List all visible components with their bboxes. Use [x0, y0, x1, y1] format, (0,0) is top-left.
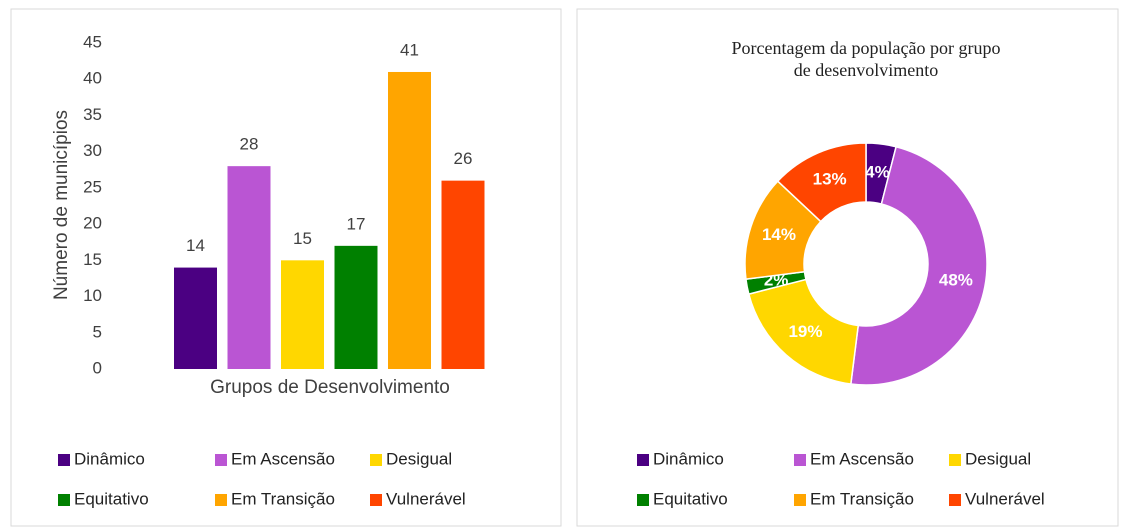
- legend-swatch: [58, 494, 70, 506]
- data-label: 14%: [762, 225, 796, 244]
- y-axis-title: Número de municípios: [51, 110, 72, 300]
- legend-label: Vulnerável: [386, 489, 466, 508]
- y-tick-label: 0: [93, 358, 102, 377]
- y-tick-label: 10: [83, 286, 102, 305]
- data-label: 13%: [813, 170, 847, 189]
- data-label: 4%: [865, 163, 890, 182]
- y-tick-label: 40: [83, 69, 102, 88]
- legend-swatch: [215, 454, 227, 466]
- legend-label: Dinâmico: [653, 449, 724, 468]
- legend-swatch: [370, 454, 382, 466]
- legend-swatch: [794, 454, 806, 466]
- panel: [576, 8, 1119, 527]
- legend-label: Equitativo: [653, 489, 728, 508]
- data-label: 28: [240, 135, 259, 154]
- data-label: 41: [400, 40, 419, 59]
- bar: [281, 260, 324, 369]
- data-label: 17: [347, 214, 366, 233]
- bar: [388, 71, 431, 369]
- y-tick-label: 25: [83, 177, 102, 196]
- legend-label: Em Ascensão: [810, 449, 914, 468]
- legend-label: Vulnerável: [965, 489, 1045, 508]
- legend-swatch: [215, 494, 227, 506]
- data-label: 19%: [788, 322, 822, 341]
- legend-swatch: [58, 454, 70, 466]
- legend-swatch: [637, 494, 649, 506]
- legend-swatch: [949, 494, 961, 506]
- legend-label: Equitativo: [74, 489, 149, 508]
- bar: [334, 245, 378, 369]
- y-tick-label: 45: [83, 32, 102, 51]
- donut-slice: [849, 145, 988, 386]
- legend-label: Desigual: [965, 449, 1031, 468]
- data-label: 14: [186, 236, 205, 255]
- y-tick-label: 30: [83, 141, 102, 160]
- legend-swatch: [794, 494, 806, 506]
- donut-slice: [776, 142, 867, 223]
- bar: [174, 267, 217, 369]
- data-label: 48%: [939, 271, 973, 290]
- legend-label: Em Transição: [810, 489, 914, 508]
- legend-swatch: [370, 494, 382, 506]
- bar: [227, 166, 271, 369]
- data-label: 15: [293, 229, 312, 248]
- legend-swatch: [637, 454, 649, 466]
- legend-label: Em Transição: [231, 489, 335, 508]
- legend-swatch: [949, 454, 961, 466]
- x-axis-title: Grupos de Desenvolvimento: [210, 377, 450, 398]
- bar: [441, 180, 485, 369]
- chart-title: Porcentagem da população por grupo de des…: [732, 38, 1001, 80]
- y-tick-label: 35: [83, 105, 102, 124]
- legend-label: Em Ascensão: [231, 449, 335, 468]
- legend-label: Dinâmico: [74, 449, 145, 468]
- y-tick-label: 5: [93, 322, 102, 341]
- y-tick-label: 15: [83, 250, 102, 269]
- y-tick-label: 20: [83, 214, 102, 233]
- legend-label: Desigual: [386, 449, 452, 468]
- data-label: 26: [454, 149, 473, 168]
